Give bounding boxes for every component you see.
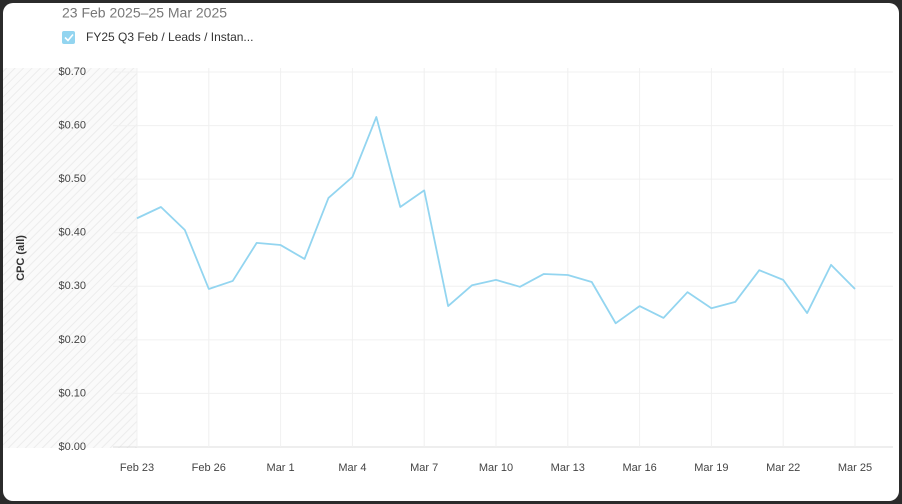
hatched-region (3, 68, 137, 448)
x-tick-label: Mar 7 (410, 462, 438, 474)
y-axis-label: CPC (all) (15, 235, 27, 281)
y-tick-label: $0.70 (58, 66, 86, 78)
check-icon (64, 33, 74, 42)
legend-label[interactable]: FY25 Q3 Feb / Leads / Instan... (86, 30, 253, 44)
y-tick-label: $0.60 (58, 119, 86, 131)
y-tick-label: $0.30 (58, 280, 86, 292)
x-tick-label: Feb 23 (120, 462, 154, 474)
y-tick-label: $0.00 (58, 441, 86, 453)
x-tick-label: Mar 25 (838, 462, 872, 474)
data-line (136, 116, 856, 325)
x-tick-label: Mar 16 (622, 462, 656, 474)
x-tick-label: Mar 19 (694, 462, 728, 474)
x-tick-label: Mar 1 (267, 462, 295, 474)
y-tick-label: $0.20 (58, 334, 86, 346)
x-tick-label: Mar 13 (551, 462, 585, 474)
x-tick-label: Feb 26 (192, 462, 226, 474)
y-tick-label: $0.50 (58, 173, 86, 185)
x-tick-label: Mar 4 (338, 462, 366, 474)
chart: 23 Feb 2025–25 Mar 2025 FY25 Q3 Feb / Le… (3, 5, 893, 474)
date-range: 23 Feb 2025–25 Mar 2025 (62, 5, 227, 21)
chart-panel: 23 Feb 2025–25 Mar 2025 FY25 Q3 Feb / Le… (3, 3, 899, 501)
x-tick-label: Mar 22 (766, 462, 800, 474)
y-tick-label: $0.40 (58, 227, 86, 239)
y-tick-label: $0.10 (58, 387, 86, 399)
x-tick-label: Mar 10 (479, 462, 513, 474)
legend-checkbox[interactable] (62, 31, 75, 44)
